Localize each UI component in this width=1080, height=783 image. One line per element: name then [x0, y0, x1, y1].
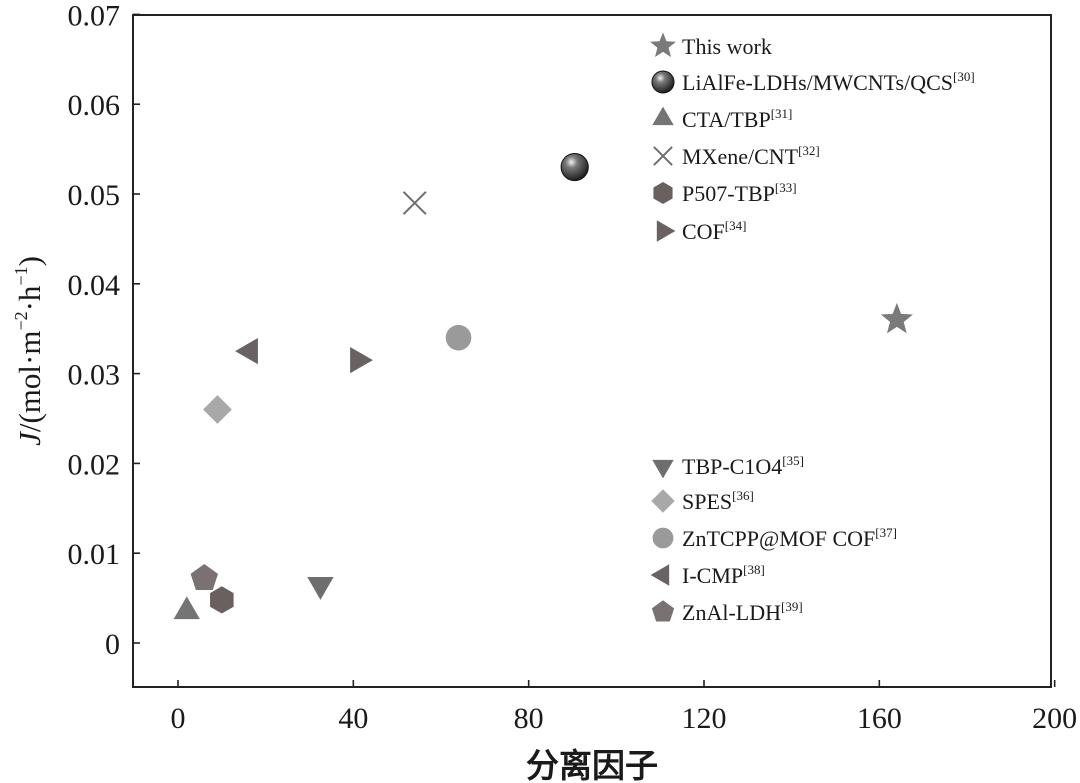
legend-label: This work — [682, 34, 772, 59]
data-point — [307, 577, 334, 600]
data-point — [880, 302, 913, 334]
legend-ref: [33] — [775, 180, 797, 195]
legend-marker — [650, 564, 670, 586]
legend: This work LiAlFe-LDHs/MWCNTs/QCS[30] CTA/T… — [650, 32, 975, 625]
y-tick-label: 0.06 — [68, 89, 121, 122]
legend-label: P507-TBP[33] — [682, 180, 797, 206]
legend-label: LiAlFe-LDHs/MWCNTs/QCS[30] — [682, 69, 975, 95]
data-point — [210, 586, 234, 614]
legend-marker — [650, 32, 676, 58]
data-point — [560, 152, 589, 182]
y-axis-label-exp-b: −1 — [11, 266, 31, 285]
legend-label: I-CMP[38] — [682, 562, 765, 588]
y-axis-label: J/(mol·m−2·h−1) — [11, 256, 47, 446]
legend-marker — [652, 106, 674, 126]
data-points — [173, 152, 913, 620]
x-tick-label: 160 — [857, 702, 902, 735]
data-point — [402, 191, 427, 215]
y-axis-label-unit-c: ) — [12, 256, 47, 266]
legend-marker — [656, 220, 676, 242]
legend-ref: [36] — [732, 488, 754, 503]
y-tick-label: 0.01 — [68, 538, 121, 571]
y-tick-label: 0.02 — [68, 448, 121, 481]
legend-label: MXene/CNT[32] — [682, 143, 820, 169]
legend-marker — [651, 489, 675, 513]
legend-label: TBP-C1O4[35] — [682, 453, 804, 479]
legend-label: COF[34] — [682, 218, 746, 244]
y-tick-label: 0.04 — [68, 269, 121, 302]
data-point — [445, 324, 472, 351]
legend-ref: [30] — [953, 69, 975, 84]
data-point — [173, 596, 200, 620]
legend-marker — [653, 146, 673, 166]
y-tick-label: 0.05 — [68, 179, 121, 212]
legend-label: ZnAl-LDH[39] — [682, 599, 803, 625]
legend-marker — [651, 70, 675, 94]
y-tick-label: 0.03 — [68, 359, 121, 392]
legend-ref: [35] — [782, 453, 804, 468]
axis-ticks: 0 40 80 120 160 200 0 0.01 0.02 0.03 0.04 0.05 0.06 0… — [68, 0, 1078, 735]
legend-marker — [653, 181, 673, 205]
legend-ref: [38] — [743, 562, 765, 577]
legend-ref: [34] — [725, 218, 747, 233]
x-tick-label: 80 — [514, 702, 544, 735]
y-tick-label: 0.07 — [68, 0, 121, 32]
x-tick-label: 40 — [338, 702, 368, 735]
legend-ref: [32] — [798, 143, 820, 158]
y-axis-label-unit-b: ·h — [12, 285, 47, 311]
legend-marker — [652, 527, 674, 549]
legend-ref: [39] — [781, 599, 803, 614]
legend-label: SPES[36] — [682, 488, 754, 514]
legend-marker — [651, 600, 675, 622]
legend-ref: [31] — [771, 106, 793, 121]
y-tick-label: 0 — [105, 628, 120, 661]
data-point — [203, 395, 232, 424]
data-point — [235, 337, 258, 365]
x-tick-label: 200 — [1032, 702, 1077, 735]
y-axis-label-exp-a: −2 — [11, 311, 31, 330]
legend-label: ZnTCPP@MOF COF[37] — [682, 525, 897, 551]
legend-marker — [652, 459, 674, 479]
data-point — [350, 346, 373, 374]
y-axis-label-unit-a: /(mol·m — [12, 331, 47, 433]
y-axis-label-symbol: J — [12, 431, 47, 446]
x-tick-label: 0 — [171, 702, 186, 735]
x-tick-label: 120 — [682, 702, 727, 735]
legend-ref: [37] — [875, 525, 897, 540]
data-point — [190, 563, 218, 590]
x-axis-label: 分离因子 — [526, 746, 658, 783]
plot-frame — [132, 14, 1052, 688]
legend-label: CTA/TBP[31] — [682, 106, 792, 132]
